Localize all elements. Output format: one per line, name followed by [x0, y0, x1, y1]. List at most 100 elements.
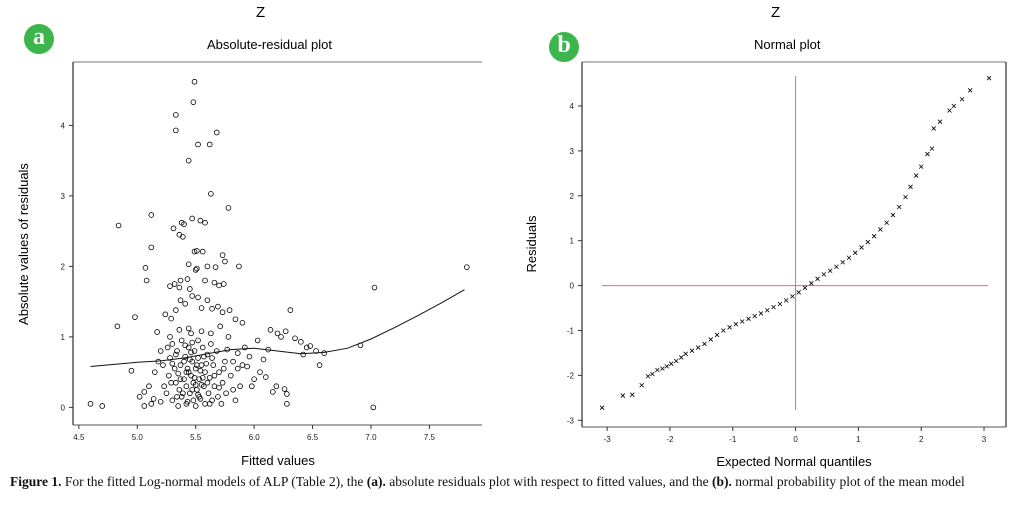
left-plot-title: Absolute-residual plot: [207, 37, 333, 52]
data-point: [739, 319, 745, 324]
data-point: [183, 383, 190, 390]
data-point: [815, 276, 820, 282]
data-point: [292, 335, 298, 342]
data-point: [204, 297, 211, 304]
data-point: [683, 351, 688, 357]
caption-b-ref: (b).: [712, 474, 732, 489]
data-point: [287, 307, 294, 313]
left-x-tick-label: 5.5: [190, 433, 202, 442]
data-point: [225, 334, 232, 340]
data-point: [87, 401, 94, 407]
data-point: [199, 248, 206, 255]
figure-canvas: 4.5 5.0 5.5 6.0 6.5 7.0 7.5 0 1 2 3 4 Fitted value…: [16, 61, 1007, 469]
data-point: [180, 234, 186, 240]
data-point: [219, 309, 226, 316]
caption-text-3: normal probability plot of the mean mode…: [731, 474, 965, 489]
data-point: [918, 164, 924, 169]
data-point: [239, 362, 246, 368]
data-point: [282, 328, 289, 335]
data-point: [128, 367, 135, 374]
panel-badge-a: a: [24, 24, 54, 54]
data-point: [184, 398, 191, 405]
data-point: [167, 334, 173, 340]
data-point: [865, 239, 871, 245]
data-point: [714, 332, 720, 338]
data-point: [202, 401, 208, 407]
data-point: [213, 348, 220, 354]
data-point: [222, 358, 228, 365]
data-point: [178, 337, 185, 344]
data-point: [197, 217, 204, 224]
data-point: [192, 382, 199, 388]
data-point: [168, 315, 174, 322]
data-point: [194, 265, 200, 272]
data-point: [251, 376, 257, 382]
data-point: [209, 397, 215, 404]
data-point: [150, 396, 157, 402]
right-y-tick-label: -2: [567, 371, 575, 380]
data-point: [209, 305, 215, 312]
data-point: [188, 330, 194, 337]
data-point: [184, 365, 191, 372]
data-point: [840, 259, 845, 265]
data-point: [185, 157, 192, 164]
data-point: [890, 212, 896, 218]
data-point: [695, 345, 701, 350]
data-point: [783, 298, 789, 303]
data-point: [802, 285, 808, 291]
data-point: [185, 261, 192, 268]
data-point: [211, 372, 218, 379]
data-point: [148, 244, 155, 251]
left-y-axis-title: Absolute values of residuals: [16, 163, 31, 325]
data-point: [673, 358, 679, 364]
data-point: [208, 330, 214, 337]
data-point: [599, 405, 605, 410]
right-x-tick-label: -2: [666, 435, 674, 444]
right-y-tick-label: -1: [567, 326, 575, 335]
data-point: [188, 349, 194, 356]
left-y-tick-label: 3: [61, 192, 66, 201]
left-x-tick-label: 6.0: [249, 433, 261, 442]
data-point: [99, 403, 106, 409]
data-point: [206, 401, 213, 407]
data-point: [190, 397, 197, 404]
data-point: [771, 304, 776, 310]
data-point: [154, 329, 160, 335]
data-point: [263, 374, 269, 380]
left-y-tick-label: 0: [61, 403, 66, 412]
data-point: [206, 374, 213, 381]
data-point: [650, 371, 655, 377]
data-point: [184, 276, 191, 282]
data-point: [903, 194, 908, 200]
data-point: [167, 355, 173, 361]
data-point: [464, 264, 470, 270]
data-point: [790, 294, 795, 299]
data-point: [197, 367, 204, 374]
data-point: [202, 369, 208, 375]
data-point: [175, 370, 181, 377]
data-point: [191, 248, 198, 255]
data-point: [205, 390, 212, 397]
data-point: [192, 267, 199, 273]
data-point: [668, 361, 674, 366]
data-point: [190, 99, 197, 105]
data-point: [162, 311, 169, 318]
data-point: [236, 263, 242, 270]
data-point: [177, 277, 184, 284]
data-point: [796, 290, 801, 295]
data-point: [629, 392, 635, 397]
right-x-tick-label: 1: [856, 435, 861, 444]
data-point: [216, 282, 222, 289]
data-point: [278, 334, 284, 340]
data-point: [834, 264, 839, 270]
data-point: [821, 272, 827, 277]
lowess-smooth-line: [90, 289, 465, 367]
right-supertitle: Z: [771, 4, 781, 21]
data-point: [746, 316, 751, 322]
data-point: [639, 382, 644, 388]
data-point: [254, 337, 261, 344]
data-point: [213, 129, 220, 136]
data-point: [189, 386, 195, 393]
data-point: [248, 383, 255, 390]
data-point: [143, 277, 150, 284]
